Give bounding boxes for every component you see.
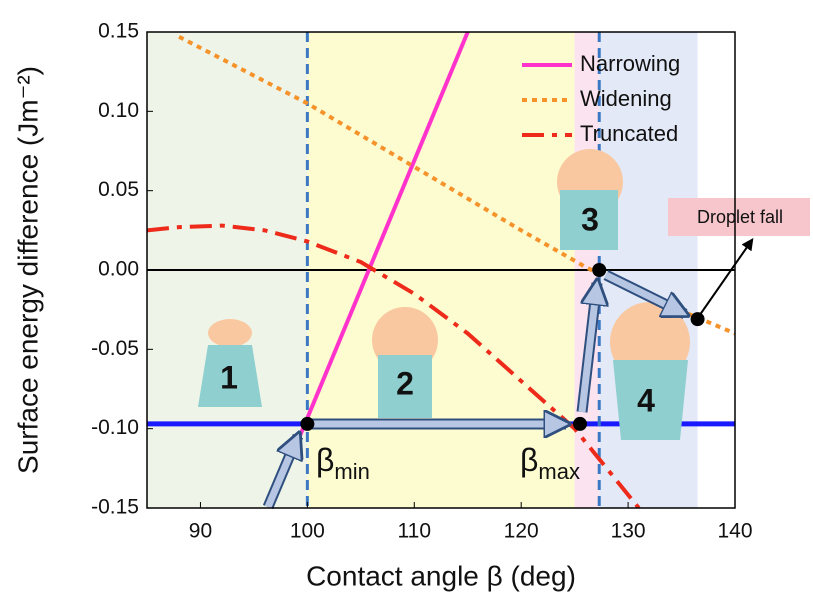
y-tick-label: 0.15 bbox=[98, 20, 139, 43]
annotation-arrow bbox=[696, 238, 754, 320]
key-point bbox=[592, 263, 607, 277]
series-line bbox=[178, 34, 735, 336]
plot-frame bbox=[146, 31, 736, 509]
arrow bbox=[578, 283, 597, 413]
path-arrows bbox=[262, 198, 810, 510]
legend-label: Narrowing bbox=[580, 51, 680, 76]
y-tick-label: 0.10 bbox=[98, 99, 139, 122]
key-point bbox=[572, 416, 587, 431]
x-tick-label: 100 bbox=[290, 520, 325, 543]
y-tick-label: -0.15 bbox=[91, 496, 139, 519]
droplets bbox=[198, 149, 690, 440]
key-point bbox=[300, 416, 315, 431]
droplet-base bbox=[613, 360, 688, 440]
annotation: Droplet fall bbox=[697, 207, 783, 227]
labels: 0.15 0.10 0.05 0.00 -0.05 -0.10 -0.15 90 100 110 1… bbox=[91, 20, 752, 543]
legend-label: Widening bbox=[580, 86, 672, 111]
region-label: 1 bbox=[220, 359, 238, 395]
region-label: 4 bbox=[637, 382, 655, 418]
y-tick-label: 0.00 bbox=[98, 258, 139, 281]
x-tick-label: 110 bbox=[398, 520, 431, 543]
region-label: 3 bbox=[581, 201, 599, 237]
x-tick-label: 130 bbox=[611, 520, 646, 543]
beta-sub: min bbox=[334, 459, 369, 484]
arrow bbox=[264, 436, 298, 509]
y-tick-label: -0.10 bbox=[91, 416, 139, 439]
beta-symbol: β bbox=[316, 442, 334, 478]
beta-sub: max bbox=[538, 459, 580, 484]
beta-max: βmax bbox=[520, 442, 580, 483]
droplet-cap bbox=[208, 319, 252, 347]
arrow bbox=[604, 271, 685, 314]
annotation-box bbox=[668, 198, 810, 236]
x-axis-label: Contact angle β (deg) bbox=[306, 560, 576, 591]
beta-symbol: β bbox=[520, 442, 538, 478]
beta-min: βmin bbox=[316, 442, 370, 483]
y-axis-label: Surface energy difference (Jm⁻²) bbox=[12, 66, 43, 474]
y-tick-label: -0.05 bbox=[91, 337, 139, 360]
droplet-base bbox=[198, 345, 262, 407]
droplet-base bbox=[378, 355, 432, 418]
region-label: 2 bbox=[396, 365, 414, 401]
key-point bbox=[690, 312, 705, 327]
y-tick-label: 0.05 bbox=[98, 178, 139, 201]
x-tick-label: 90 bbox=[189, 520, 212, 543]
x-tick-label: 140 bbox=[717, 520, 752, 543]
legend-label: Truncated bbox=[580, 121, 678, 146]
x-tick-label: 120 bbox=[504, 520, 539, 543]
droplet-base bbox=[560, 190, 618, 250]
